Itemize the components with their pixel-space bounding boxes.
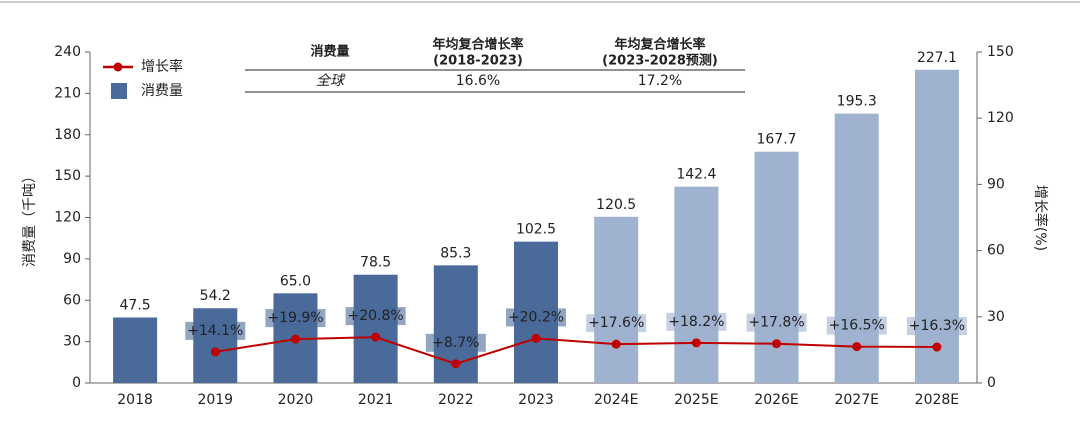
- line-value-label: +8.7%: [432, 335, 479, 351]
- y-tick-label: 210: [54, 85, 81, 101]
- table-header: (2023-2028预测): [602, 53, 718, 69]
- line: [215, 336, 937, 365]
- bar-value-label: 85.3: [440, 245, 471, 261]
- x-tick-label: 2019: [197, 392, 233, 408]
- line-value-label: +17.8%: [748, 315, 804, 331]
- x-tick-label: 2026E: [754, 392, 798, 408]
- label-box: [506, 308, 566, 327]
- line-marker: [691, 338, 701, 348]
- table-header: (2018-2023): [433, 54, 523, 69]
- table: 消费量 年均复合增长率 (2018-2023) 年均复合增长率 (2023-20…: [245, 37, 745, 93]
- label-box: [906, 317, 967, 336]
- y2-tick-label: 90: [987, 176, 1005, 192]
- line-marker: [371, 332, 381, 342]
- line-value-label: +20.2%: [508, 309, 564, 325]
- line-value-label: +17.6%: [588, 315, 644, 331]
- bar-value-label: 142.4: [676, 167, 716, 183]
- y2-tick-label: 120: [987, 110, 1014, 126]
- x-tick-label: 2023: [518, 392, 554, 408]
- x-tick-label: 2025E: [674, 392, 718, 408]
- bar: [834, 113, 879, 384]
- y2-tick-label: 0: [987, 375, 996, 391]
- line-value-label: +18.2%: [668, 314, 724, 330]
- y-tick-label: 120: [54, 210, 81, 226]
- line-value-label: +16.5%: [829, 318, 885, 334]
- line-value-label: +14.1%: [187, 323, 243, 339]
- label-box: [345, 307, 406, 326]
- bar-value-label: 102.5: [516, 222, 556, 238]
- line-value-label: +20.8%: [348, 308, 404, 324]
- line-marker: [210, 347, 220, 357]
- y2-tick-label: 30: [987, 309, 1005, 325]
- y2-axis-label: 增长率(%): [1032, 185, 1049, 251]
- bar: [353, 274, 398, 383]
- table-cell: 16.6%: [456, 73, 500, 89]
- table-cell: 17.2%: [638, 73, 682, 89]
- x-tick-label: 2027E: [834, 392, 878, 408]
- bar-value-label: 78.5: [360, 255, 391, 271]
- bar: [594, 216, 639, 383]
- table-cell: 全球: [316, 73, 346, 89]
- legend-swatch: [111, 83, 127, 99]
- y-tick-label: 150: [54, 168, 81, 184]
- label-box: [826, 316, 887, 335]
- bar: [193, 308, 238, 383]
- table-header: 年均复合增长率: [432, 37, 523, 53]
- legend-label: 增长率: [141, 58, 183, 75]
- line-value-label: +16.3%: [909, 318, 965, 334]
- label-box: [746, 313, 807, 332]
- bar: [914, 69, 959, 383]
- label-box: [425, 333, 486, 352]
- line-marker: [451, 359, 461, 369]
- x-tick-label: 2018: [117, 392, 153, 408]
- legend-label: 消费量: [141, 83, 183, 99]
- line-marker: [531, 333, 541, 343]
- y-tick-label: 90: [63, 251, 81, 267]
- y2-tick-label: 150: [987, 44, 1014, 60]
- bar: [754, 151, 799, 383]
- legend-marker: [113, 62, 123, 72]
- y-axis-label: 消费量（千吨）: [22, 169, 38, 267]
- y-tick-label: 0: [72, 375, 81, 391]
- x-tick-label: 2021: [358, 392, 394, 408]
- x-tick-label: 2022: [438, 392, 474, 408]
- line-value-label: +19.9%: [267, 310, 323, 326]
- bar-value-label: 195.3: [837, 94, 877, 110]
- line-marker: [772, 339, 782, 349]
- bar-value-label: 167.7: [756, 132, 796, 148]
- bar-value-label: 65.0: [280, 273, 311, 289]
- line-marker: [852, 342, 862, 352]
- bar-value-label: 120.5: [596, 197, 636, 213]
- label-box: [265, 309, 326, 328]
- bar-value-label: 227.1: [917, 50, 957, 66]
- bar: [674, 186, 719, 383]
- table-header: 年均复合增长率: [614, 37, 705, 53]
- y-tick-label: 30: [63, 334, 81, 350]
- line-marker: [611, 339, 621, 349]
- label-box: [185, 321, 246, 340]
- bar-value-label: 47.5: [120, 297, 151, 313]
- y-tick-label: 180: [54, 127, 81, 143]
- x-tick-label: 2028E: [915, 392, 959, 408]
- y2-tick-label: 60: [987, 243, 1005, 259]
- x-tick-label: 2024E: [594, 392, 638, 408]
- label-box: [666, 312, 727, 331]
- line-marker: [290, 334, 300, 344]
- bar: [113, 317, 158, 383]
- table-header: 消费量: [310, 44, 349, 60]
- label-box: [586, 314, 647, 333]
- line-marker: [932, 342, 942, 352]
- x-tick-label: 2020: [278, 392, 314, 408]
- y-tick-label: 240: [54, 44, 81, 60]
- y-tick-label: 60: [63, 292, 81, 308]
- bar-value-label: 54.2: [200, 288, 231, 304]
